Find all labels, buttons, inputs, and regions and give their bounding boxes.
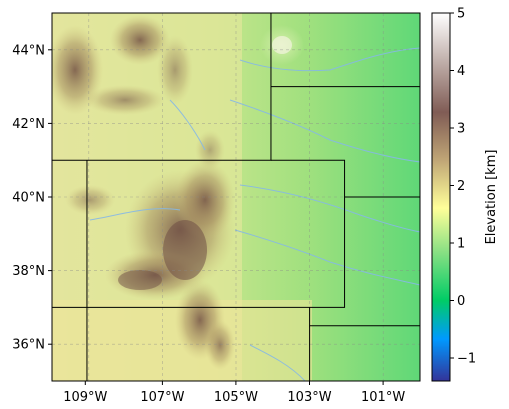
x-tick-label: 101°W — [361, 390, 405, 405]
x-tick-label: 105°W — [214, 390, 258, 405]
x-tick-label: 103°W — [287, 390, 331, 405]
colorbar-tick-label: 1 — [457, 237, 465, 252]
x-axis-ticks: 109°W 107°W 105°W 103°W 101°W — [63, 381, 405, 405]
colorbar-tick-label: 2 — [457, 179, 465, 194]
colorbar: −1 0 1 2 3 4 5 Elevation [km] — [432, 7, 499, 382]
y-tick-label: 42°N — [12, 117, 45, 132]
x-tick-label: 107°W — [140, 390, 184, 405]
colorbar-tick-label: −1 — [457, 352, 476, 367]
y-tick-label: 36°N — [12, 338, 45, 353]
colorbar-label: Elevation [km] — [484, 150, 499, 245]
colorbar-ticks: −1 0 1 2 3 4 5 — [450, 7, 476, 367]
colorbar-tick-label: 4 — [457, 64, 465, 79]
y-axis-ticks: 44°N 42°N 40°N 38°N 36°N — [12, 43, 52, 352]
y-tick-label: 40°N — [12, 191, 45, 206]
colorbar-tick-label: 5 — [457, 7, 465, 22]
y-tick-label: 44°N — [12, 43, 45, 58]
colorbar-tick-label: 0 — [457, 294, 465, 309]
colorbar-tick-label: 3 — [457, 122, 465, 137]
y-tick-label: 38°N — [12, 264, 45, 279]
colorbar-gradient — [432, 13, 450, 381]
x-tick-label: 109°W — [63, 390, 107, 405]
